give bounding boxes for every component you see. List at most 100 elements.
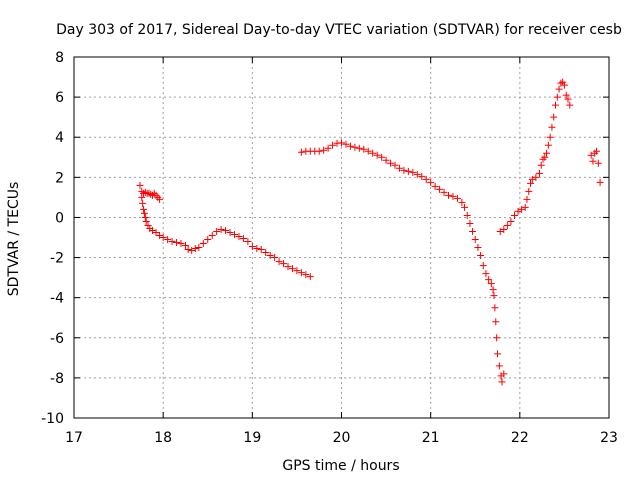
data-point bbox=[436, 185, 444, 193]
data-point bbox=[496, 227, 504, 235]
data-point bbox=[226, 228, 234, 236]
data-point bbox=[142, 217, 150, 225]
data-point bbox=[498, 378, 506, 386]
data-point bbox=[422, 175, 430, 183]
data-point bbox=[195, 244, 203, 252]
data-point bbox=[555, 85, 563, 93]
data-point bbox=[548, 123, 556, 131]
data-point bbox=[596, 178, 604, 186]
data-point bbox=[543, 149, 551, 157]
data-point bbox=[449, 192, 457, 200]
data-point bbox=[217, 225, 225, 233]
data-point bbox=[191, 245, 199, 253]
data-point bbox=[491, 304, 499, 312]
data-point bbox=[320, 146, 328, 154]
data-point bbox=[297, 148, 305, 156]
data-point bbox=[248, 243, 256, 251]
data-points bbox=[136, 78, 604, 386]
data-point bbox=[466, 219, 474, 227]
data-point bbox=[378, 153, 386, 161]
data-point bbox=[184, 246, 192, 254]
data-point bbox=[559, 78, 567, 86]
data-point bbox=[156, 195, 164, 203]
data-point bbox=[346, 142, 354, 150]
data-point bbox=[500, 370, 508, 378]
data-point bbox=[518, 205, 526, 213]
data-point bbox=[231, 230, 238, 238]
data-point bbox=[489, 286, 497, 294]
data-point bbox=[244, 238, 252, 246]
data-point bbox=[525, 187, 533, 195]
data-point bbox=[562, 91, 570, 99]
data-point bbox=[266, 252, 274, 260]
y-tick-label: -2 bbox=[50, 251, 64, 267]
data-point bbox=[360, 145, 368, 153]
data-point bbox=[523, 195, 531, 203]
data-point bbox=[141, 213, 149, 221]
data-point bbox=[553, 93, 561, 101]
data-point bbox=[369, 149, 377, 157]
data-point bbox=[235, 232, 243, 240]
data-point bbox=[427, 178, 435, 186]
data-point bbox=[213, 227, 221, 235]
x-tick-labels: 17 18 19 20 21 22 23 bbox=[65, 430, 618, 446]
x-tick-label: 22 bbox=[511, 430, 529, 446]
x-tick-label: 23 bbox=[600, 430, 618, 446]
data-point bbox=[418, 172, 426, 180]
data-point bbox=[413, 170, 421, 178]
y-tick-label: -10 bbox=[41, 411, 64, 427]
data-point bbox=[566, 101, 574, 109]
data-point bbox=[387, 159, 395, 167]
data-point bbox=[136, 181, 144, 189]
data-point bbox=[477, 252, 485, 260]
data-point bbox=[297, 269, 305, 277]
data-point bbox=[239, 235, 247, 243]
data-point bbox=[144, 221, 152, 229]
y-tick-label: 2 bbox=[55, 170, 64, 186]
data-point bbox=[458, 198, 466, 206]
data-point bbox=[587, 151, 595, 159]
x-tick-label: 20 bbox=[333, 430, 351, 446]
x-tick-label: 17 bbox=[65, 430, 83, 446]
data-point bbox=[257, 246, 265, 254]
data-point bbox=[463, 211, 471, 219]
data-point bbox=[490, 292, 498, 300]
y-axis-label: SDTVAR / TECUs bbox=[6, 182, 22, 297]
plot-frame bbox=[73, 56, 610, 419]
data-point bbox=[537, 161, 545, 169]
data-point bbox=[208, 231, 216, 239]
data-point bbox=[364, 147, 372, 155]
y-tick-label: -6 bbox=[50, 331, 64, 347]
data-point bbox=[329, 141, 337, 149]
y-tick-label: -8 bbox=[50, 371, 64, 387]
data-point bbox=[156, 231, 164, 239]
data-point bbox=[503, 221, 511, 229]
data-point bbox=[351, 143, 359, 151]
data-point bbox=[159, 234, 167, 241]
x-tick-label: 21 bbox=[422, 430, 440, 446]
data-point bbox=[552, 101, 559, 109]
data-point bbox=[138, 193, 146, 201]
data-point bbox=[181, 242, 189, 250]
data-point bbox=[293, 267, 301, 275]
data-point bbox=[404, 167, 412, 175]
data-point bbox=[391, 161, 399, 169]
data-point bbox=[507, 217, 515, 225]
data-point bbox=[560, 81, 568, 89]
data-point bbox=[177, 240, 185, 248]
data-point bbox=[306, 273, 314, 281]
data-point bbox=[140, 205, 148, 213]
data-point bbox=[521, 203, 529, 211]
data-point bbox=[315, 147, 323, 155]
data-point bbox=[338, 139, 345, 147]
data-point bbox=[528, 175, 536, 183]
data-point bbox=[532, 173, 540, 181]
data-point bbox=[589, 157, 597, 165]
data-point bbox=[474, 244, 482, 252]
data-point bbox=[471, 236, 479, 244]
data-point bbox=[173, 239, 181, 247]
data-point bbox=[147, 190, 155, 198]
data-point bbox=[485, 276, 493, 284]
data-point bbox=[493, 334, 501, 342]
